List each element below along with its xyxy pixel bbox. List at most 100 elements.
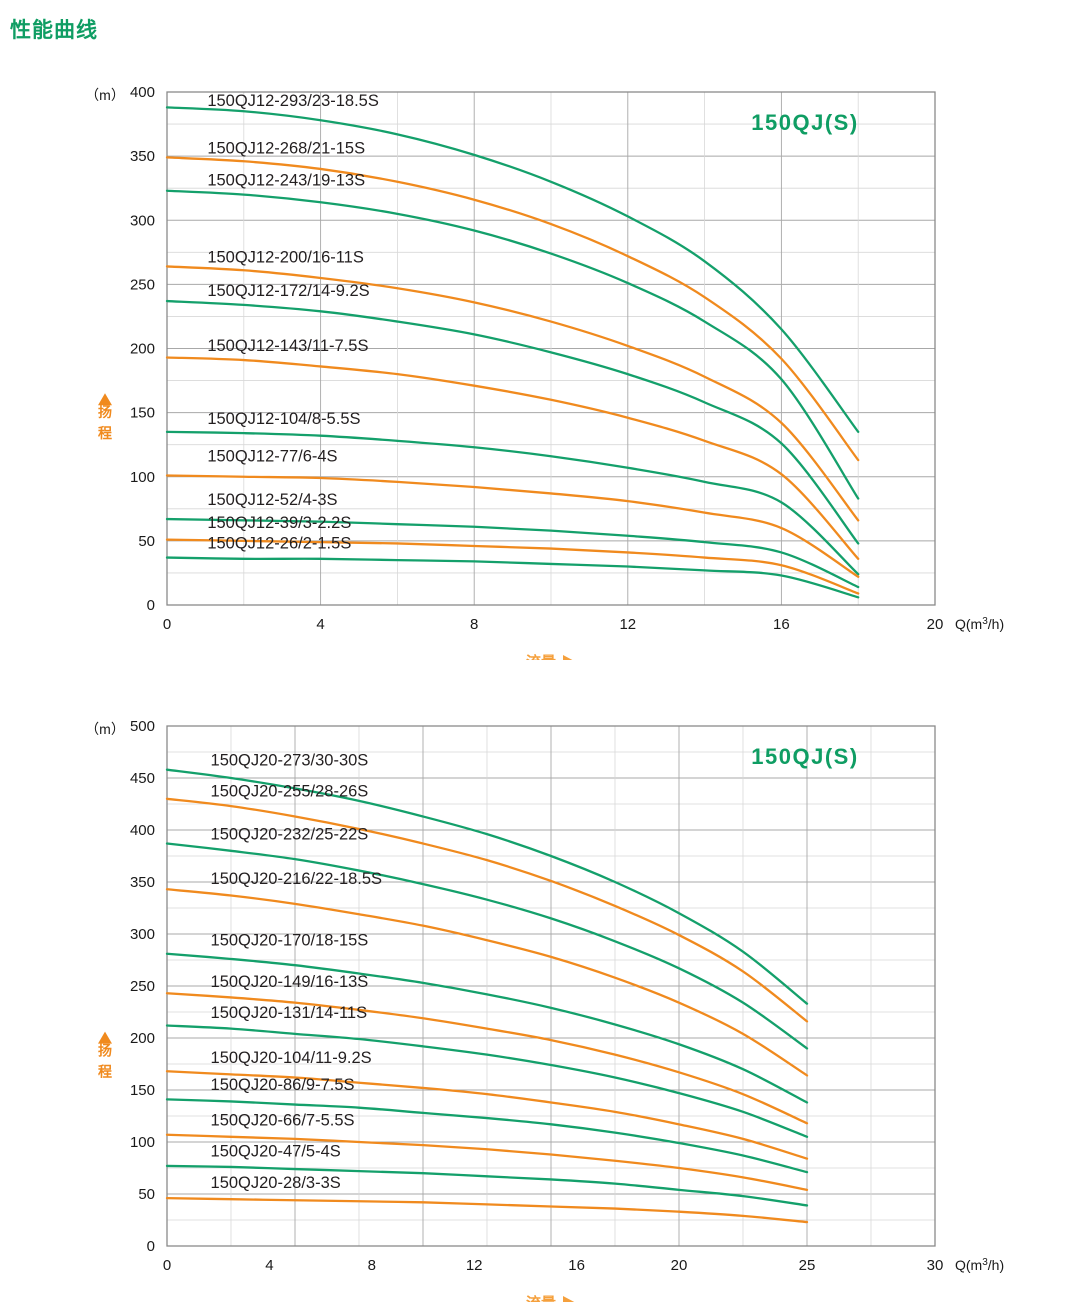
x-tick-label: 16 [568, 1257, 585, 1274]
performance-curve [165, 1197, 809, 1224]
performance-curve [165, 1024, 809, 1138]
x-tick-label: 30 [927, 1257, 944, 1274]
svg-text:Q(m3/h): Q(m3/h) [955, 616, 1004, 632]
performance-curve [165, 888, 809, 1077]
y-axis-ticks: 0 50 100 150 200 250 300 350 400 [130, 84, 155, 614]
curve-label: 150QJ12-293/23-18.5S [207, 92, 379, 110]
y-tick-label: 100 [130, 469, 155, 486]
y-tick-label: 400 [130, 822, 155, 839]
y-tick-label: 350 [130, 874, 155, 891]
curve-label: 150QJ20-86/9-7.5S [211, 1076, 355, 1094]
chart-svg: 0 50 100 150 200 250 300 350 400 0 4 8 12 16 20 （m） Q(m3… [85, 84, 1004, 660]
x-axis-title-text: 流量 [526, 653, 556, 660]
y-axis-unit: （m） [85, 721, 125, 737]
y-axis-title: 扬程 [98, 1031, 112, 1081]
y-tick-label: 200 [130, 1030, 155, 1047]
curve-labels: 150QJ20-273/30-30S 150QJ20-255/28-26S 150Q… [211, 752, 383, 1192]
curve-label: 150QJ20-232/25-22S [211, 825, 369, 843]
y-tick-label: 0 [147, 1238, 155, 1255]
curve-label: 150QJ12-268/21-15S [207, 140, 365, 158]
curve-label: 150QJ12-200/16-11S [207, 249, 364, 267]
curve-label: 150QJ20-255/28-26S [211, 783, 369, 801]
page-title: 性能曲线 [10, 19, 98, 42]
curve-label: 150QJ20-216/22-18.5S [211, 870, 383, 888]
x-tick-label: 4 [316, 616, 324, 633]
x-axis-title-text: 流量 [526, 1294, 556, 1302]
performance-curve [165, 1164, 809, 1207]
plot-frame [166, 91, 936, 606]
curve-group [165, 768, 809, 1224]
y-tick-label: 450 [130, 770, 155, 787]
performance-chart-150qj12: 0 50 100 150 200 250 300 350 400 0 4 8 12 16 20 （m） Q(m3… [0, 60, 1071, 660]
performance-curve [165, 106, 860, 434]
curve-label: 150QJ20-170/18-15S [211, 931, 369, 949]
x-tick-label: 8 [470, 616, 478, 633]
chart-svg: 0 50 100 150 200 250 300 350 400 450 500 0 4 8 12 16 20 2… [85, 718, 1004, 1302]
x-axis-unit: Q(m3/h) [955, 1257, 1004, 1273]
performance-curve [165, 556, 860, 599]
performance-curve [165, 992, 809, 1125]
up-arrow-icon [98, 1031, 112, 1044]
curve-label: 150QJ12-104/8-5.5S [207, 410, 360, 428]
performance-curve [165, 356, 860, 560]
y-axis-title-char: 程 [98, 1065, 112, 1081]
y-axis-ticks: 0 50 100 150 200 250 300 350 400 450 500 [130, 718, 155, 1255]
x-tick-label: 12 [466, 1257, 483, 1274]
performance-curve [165, 1070, 809, 1160]
right-arrow-icon [563, 1296, 575, 1302]
x-tick-label: 20 [671, 1257, 688, 1274]
curve-label: 150QJ20-28/3-3S [211, 1174, 341, 1192]
up-arrow-icon [98, 393, 112, 406]
grid-lines [166, 725, 936, 1247]
curve-label: 150QJ12-26/2-1.5S [207, 535, 351, 553]
performance-curve [165, 768, 809, 1005]
series-title: 150QJ(S) [751, 110, 858, 135]
y-axis-title: 扬程 [98, 393, 112, 442]
curve-label: 150QJ12-77/6-4S [207, 447, 337, 465]
performance-curve [165, 1133, 809, 1191]
x-tick-label: 20 [927, 616, 944, 633]
performance-curve [165, 156, 860, 462]
y-tick-label: 350 [130, 148, 155, 165]
y-tick-label: 0 [147, 597, 155, 614]
y-tick-label: 500 [130, 718, 155, 735]
right-arrow-icon [563, 655, 573, 660]
curve-group [165, 106, 860, 599]
curve-label: 150QJ12-39/3-2.2S [207, 514, 351, 532]
curve-label: 150QJ20-273/30-30S [211, 752, 369, 770]
y-tick-label: 100 [130, 1134, 155, 1151]
y-tick-label: 250 [130, 276, 155, 293]
curve-label: 150QJ20-66/7-5.5S [211, 1111, 355, 1129]
x-axis-title: 流量 [526, 653, 573, 660]
x-tick-label: 8 [368, 1257, 376, 1274]
performance-curve [165, 299, 860, 545]
performance-curve [165, 474, 860, 578]
x-tick-label: 12 [619, 616, 636, 633]
performance-curve [165, 189, 860, 500]
performance-curve [165, 430, 860, 576]
performance-curve [165, 842, 809, 1050]
y-tick-label: 150 [130, 405, 155, 422]
x-axis-title: 流量 [526, 1294, 575, 1302]
x-axis-unit: Q(m3/h) [955, 616, 1004, 632]
y-tick-label: 300 [130, 926, 155, 943]
performance-curve [165, 1098, 809, 1174]
x-tick-label: 0 [163, 1257, 171, 1274]
y-tick-label: 50 [138, 533, 155, 550]
performance-curve [165, 538, 860, 595]
y-tick-label: 150 [130, 1082, 155, 1099]
y-axis-title-char: 扬 [98, 1043, 112, 1060]
y-tick-label: 300 [130, 212, 155, 229]
curve-label: 150QJ12-52/4-3S [207, 491, 337, 509]
curve-label: 150QJ12-243/19-13S [207, 172, 365, 190]
y-axis-title-char: 程 [98, 426, 112, 442]
x-axis-ticks: 0 4 8 12 16 20 [163, 616, 944, 633]
curve-label: 150QJ20-149/16-13S [211, 973, 369, 991]
curve-label: 150QJ12-143/11-7.5S [207, 337, 368, 355]
curve-label: 150QJ20-47/5-4S [211, 1143, 341, 1161]
x-tick-label: 4 [265, 1257, 273, 1274]
performance-curve [165, 517, 860, 589]
performance-chart-150qj20: 0 50 100 150 200 250 300 350 400 450 500 0 4 8 12 16 20 2… [0, 692, 1071, 1302]
curve-label: 150QJ20-104/11-9.2S [211, 1049, 372, 1067]
y-axis-unit: （m） [85, 87, 125, 103]
